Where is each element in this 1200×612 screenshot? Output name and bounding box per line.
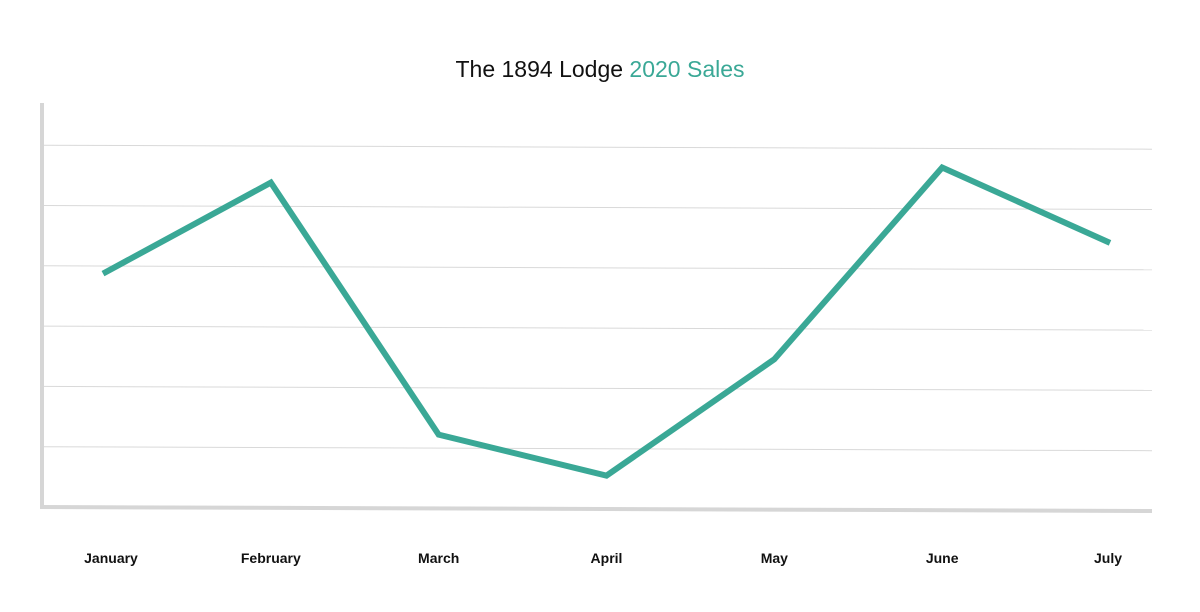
- gridline: [41, 205, 1153, 211]
- gridline: [41, 144, 1153, 150]
- x-tick-label: May: [761, 550, 788, 566]
- x-tick-label: March: [418, 550, 459, 566]
- x-tick-label: January: [84, 550, 138, 566]
- gridline: [41, 325, 1153, 331]
- x-tick-label: June: [926, 550, 959, 566]
- x-axis: [39, 505, 1153, 513]
- series-line: [101, 163, 1112, 479]
- gridline: [41, 385, 1153, 391]
- x-tick-label: July: [1094, 550, 1122, 566]
- chart-title-accent: 2020 Sales: [629, 56, 745, 82]
- gridline: [41, 265, 1153, 271]
- x-tick-label: April: [591, 550, 623, 566]
- x-tick-label: February: [241, 550, 301, 566]
- gridline: [41, 446, 1153, 452]
- chart-title-main: The 1894 Lodge: [455, 56, 624, 82]
- chart-title: The 1894 Lodge 2020 Sales: [0, 56, 1200, 83]
